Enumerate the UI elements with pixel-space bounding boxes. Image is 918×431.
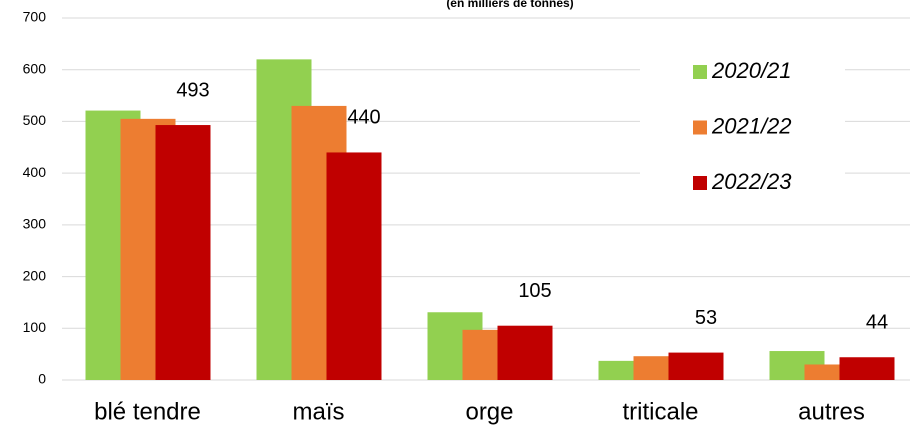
chart-subtitle: (en milliers de tonnes) (446, 0, 573, 10)
x-tick-label: maïs (292, 398, 344, 425)
bar (668, 352, 724, 380)
data-label: 44 (866, 312, 888, 334)
legend-label: 2020/21 (711, 58, 792, 83)
bar (839, 357, 895, 380)
bar (155, 125, 211, 380)
x-tick-label: autres (798, 398, 865, 425)
data-label: 105 (518, 280, 551, 302)
legend-label: 2021/22 (711, 113, 792, 138)
bar (326, 152, 382, 380)
x-tick-label: blé tendre (94, 398, 201, 425)
legend-bg (640, 50, 845, 205)
y-tick-label: 200 (23, 267, 47, 283)
legend-swatch (693, 176, 707, 190)
bar (497, 325, 553, 380)
y-tick-label: 100 (23, 319, 47, 335)
y-tick-label: 600 (23, 60, 47, 76)
x-tick-label: triticale (622, 398, 698, 425)
y-tick-label: 300 (23, 216, 47, 232)
legend-swatch (693, 120, 707, 135)
data-label: 53 (695, 307, 717, 329)
data-label: 493 (176, 79, 209, 101)
y-tick-label: 400 (23, 164, 47, 180)
data-label: 440 (347, 107, 380, 129)
y-tick-label: 700 (23, 9, 47, 25)
y-tick-label: 0 (38, 371, 46, 387)
y-tick-label: 500 (23, 112, 47, 128)
legend-swatch (693, 65, 707, 79)
x-tick-label: orge (465, 398, 513, 425)
legend-label: 2022/23 (711, 169, 792, 194)
